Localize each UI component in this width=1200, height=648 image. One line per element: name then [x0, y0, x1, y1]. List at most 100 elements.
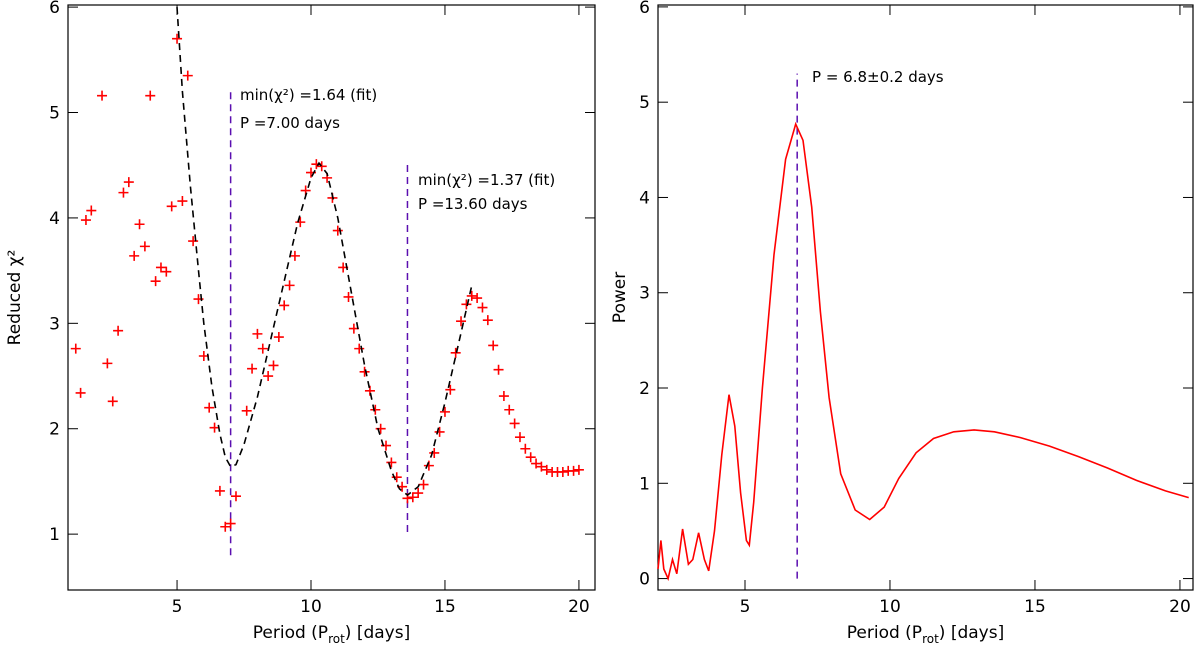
point — [247, 363, 258, 374]
point — [450, 347, 461, 358]
point — [172, 33, 183, 44]
y-tick-label: 3 — [639, 284, 650, 304]
point — [316, 161, 327, 172]
point — [268, 360, 279, 371]
y-tick-label: 4 — [49, 209, 60, 229]
point — [488, 340, 499, 351]
point — [150, 276, 161, 287]
panel: 5 10 15 20 0 1 2 3 4 5 6 Period (Prot) [days] Power P… — [610, 0, 1194, 646]
y-tick-label: 1 — [639, 474, 650, 494]
point — [177, 196, 188, 207]
point — [472, 293, 483, 304]
point — [214, 485, 225, 496]
x-tick-label: 10 — [300, 597, 322, 617]
point — [230, 491, 241, 502]
annotation: P = 6.8±0.2 days — [812, 68, 944, 86]
point — [407, 492, 418, 503]
curve — [657, 121, 1189, 582]
point — [252, 328, 263, 339]
annotation: min(χ²) =1.64 (fit) — [240, 86, 377, 104]
y-tick-label: 3 — [49, 314, 60, 334]
point — [573, 464, 584, 475]
point — [568, 465, 579, 476]
annotation: min(χ²) =1.37 (fit) — [418, 171, 555, 189]
point — [461, 299, 472, 310]
point — [359, 366, 370, 377]
y-axis-label: Reduced χ² — [5, 250, 25, 346]
point — [257, 343, 268, 354]
point — [225, 518, 236, 529]
point — [273, 332, 284, 343]
x-axis-label: Period (Prot) [days] — [847, 623, 1004, 646]
point — [155, 262, 166, 273]
point — [97, 90, 108, 101]
point — [375, 423, 386, 434]
curve — [176, 7, 473, 497]
point — [509, 418, 520, 429]
y-axis-label: Power — [610, 272, 630, 323]
x-axis-label-part: rot — [328, 632, 345, 646]
point — [541, 464, 552, 475]
point — [113, 325, 124, 336]
plot-frame — [657, 4, 1194, 591]
y-tick-label: 4 — [639, 188, 650, 208]
x-axis-label-part: rot — [922, 632, 939, 646]
point — [295, 217, 306, 228]
point — [482, 315, 493, 326]
x-tick-label: 20 — [568, 597, 590, 617]
point — [456, 316, 467, 327]
point — [413, 488, 424, 499]
y-tick-label: 5 — [639, 93, 650, 113]
point — [145, 90, 156, 101]
y-tick-label: 6 — [639, 0, 650, 18]
x-axis-label: Period (Prot) [days] — [253, 623, 410, 646]
point — [70, 343, 81, 354]
point — [332, 225, 343, 236]
point — [498, 391, 509, 402]
x-tick-label: 10 — [879, 597, 901, 617]
point — [80, 215, 91, 226]
y-tick-label: 6 — [49, 0, 60, 18]
point — [439, 406, 450, 417]
point — [139, 241, 150, 252]
point — [123, 177, 134, 188]
y-tick-label: 1 — [49, 525, 60, 545]
point — [129, 250, 140, 261]
annotation: P =13.60 days — [418, 195, 528, 213]
point — [466, 290, 477, 301]
point — [161, 266, 172, 277]
point — [429, 447, 440, 458]
x-tick-label: 5 — [172, 597, 183, 617]
point — [134, 219, 145, 230]
x-tick-label: 15 — [434, 597, 456, 617]
point — [343, 291, 354, 302]
point — [284, 280, 295, 291]
point — [102, 358, 113, 369]
point — [531, 458, 542, 469]
x-tick-label: 15 — [1024, 597, 1046, 617]
point — [279, 300, 290, 311]
point — [477, 302, 488, 313]
point — [198, 351, 209, 361]
x-axis-label-part: ) [days] — [345, 623, 410, 643]
point — [536, 461, 547, 472]
point — [386, 457, 397, 468]
y-tick-label: 5 — [49, 104, 60, 124]
point — [504, 404, 515, 415]
y-tick-label: 2 — [639, 379, 650, 399]
panel: 5 10 15 20 1 2 3 4 5 6 Period (Prot) [days] Reduced… — [5, 0, 596, 646]
point — [493, 364, 504, 375]
point — [209, 422, 220, 433]
x-axis-label-part: ) [days] — [939, 623, 1004, 643]
point — [107, 396, 118, 407]
point — [354, 343, 365, 354]
point — [241, 405, 252, 416]
y-tick-label: 0 — [639, 570, 650, 590]
point — [370, 404, 381, 415]
point — [520, 443, 531, 454]
x-axis-label-part: Period (P — [253, 623, 328, 643]
point — [182, 70, 193, 81]
point — [220, 521, 231, 532]
y-tick-label: 2 — [49, 420, 60, 440]
